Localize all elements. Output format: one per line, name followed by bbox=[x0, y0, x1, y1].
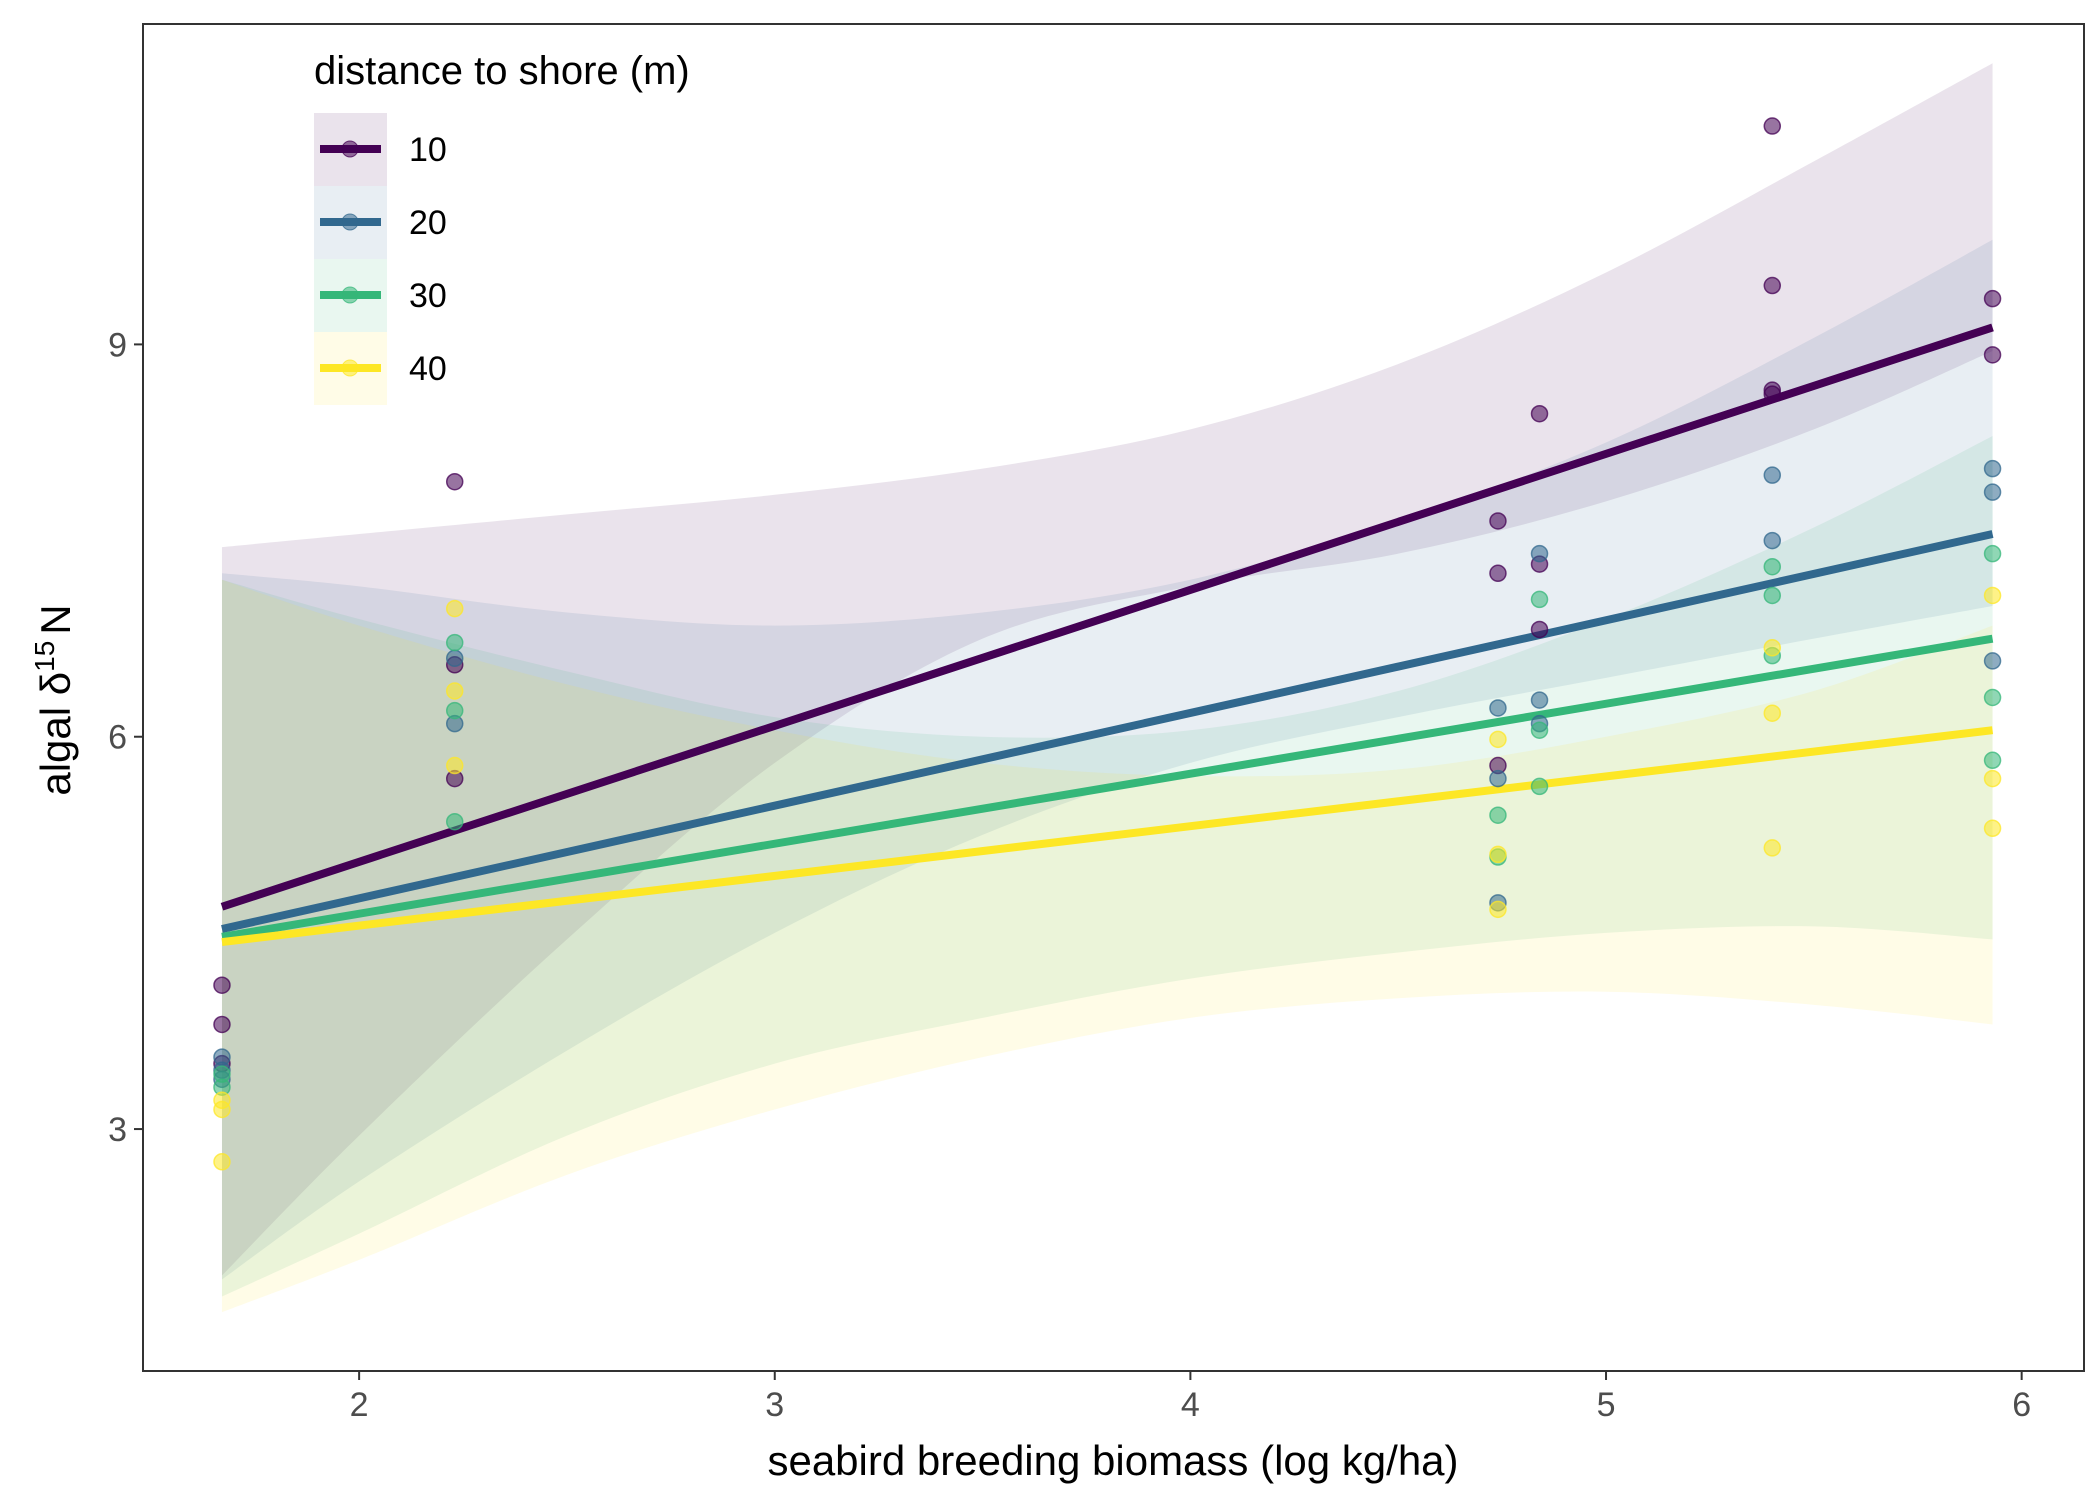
data-point-10-7 bbox=[1489, 564, 1507, 583]
data-point-40-10 bbox=[1763, 704, 1782, 722]
data-point-10-15 bbox=[1763, 385, 1782, 403]
legend-label-20: 20 bbox=[409, 204, 447, 242]
fit-line-40 bbox=[221, 726, 1994, 947]
data-point-30-4 bbox=[445, 812, 464, 831]
data-point-20-9 bbox=[1530, 691, 1549, 709]
x-axis: 2 3 4 5 6 bbox=[350, 1371, 2031, 1424]
legend-label-10: 10 bbox=[409, 131, 447, 169]
fit-lines bbox=[220, 323, 1994, 947]
data-point-30-3 bbox=[445, 701, 464, 720]
data-point-30-15 bbox=[1983, 751, 2002, 770]
data-point-20-8 bbox=[1530, 544, 1549, 563]
data-point-40-12 bbox=[1983, 586, 2002, 605]
y-tick-label: 6 bbox=[108, 719, 127, 757]
data-point-10-11 bbox=[1530, 620, 1549, 639]
legend-label-30: 30 bbox=[409, 277, 447, 315]
plot-panel-border bbox=[142, 23, 2085, 1372]
data-point-10-17 bbox=[1983, 346, 2002, 364]
data-point-30-11 bbox=[1763, 586, 1782, 605]
fit-line-10 bbox=[220, 323, 1994, 911]
fit-line-20 bbox=[221, 530, 1994, 933]
data-point-10-3 bbox=[445, 472, 464, 491]
data-point-20-11 bbox=[1763, 466, 1782, 484]
data-point-10-13 bbox=[1763, 276, 1782, 295]
data-point-20-14 bbox=[1983, 483, 2002, 501]
data-point-10-6 bbox=[1489, 512, 1507, 530]
data-point-10-1 bbox=[213, 1015, 231, 1034]
x-tick-label: 2 bbox=[350, 1386, 369, 1424]
y-axis-title: algal δ15N bbox=[29, 604, 79, 795]
data-point-30-9 bbox=[1530, 777, 1549, 796]
data-point-40-1 bbox=[213, 1100, 231, 1119]
data-point-20-12 bbox=[1763, 531, 1782, 550]
x-tick-label: 6 bbox=[2012, 1386, 2031, 1424]
data-point-40-6 bbox=[1489, 730, 1507, 749]
data-point-40-14 bbox=[1983, 819, 2002, 838]
data-point-40-11 bbox=[1763, 839, 1782, 857]
data-point-30-8 bbox=[1530, 721, 1549, 739]
data-point-40-7 bbox=[1489, 845, 1507, 864]
legend: distance to shore (m) 10 20 30 40 bbox=[314, 49, 690, 405]
data-point-30-5 bbox=[1489, 806, 1507, 824]
data-point-40-9 bbox=[1763, 639, 1782, 657]
legend-label-40: 40 bbox=[409, 350, 447, 388]
data-point-10-16 bbox=[1983, 289, 2002, 308]
data-point-10-0 bbox=[213, 976, 231, 994]
data-point-20-5 bbox=[1489, 699, 1507, 717]
data-point-20-6 bbox=[1489, 769, 1507, 788]
y-tick-label: 3 bbox=[108, 1111, 127, 1149]
data-point-30-7 bbox=[1530, 590, 1549, 609]
legend-point-30 bbox=[341, 286, 359, 304]
data-point-30-13 bbox=[1983, 544, 2002, 563]
x-tick-label: 4 bbox=[1181, 1386, 1200, 1424]
data-point-40-8 bbox=[1489, 900, 1507, 919]
data-point-10-12 bbox=[1763, 117, 1782, 135]
data-point-30-10 bbox=[1763, 557, 1782, 576]
data-point-10-9 bbox=[1530, 404, 1549, 423]
data-point-40-4 bbox=[445, 682, 464, 700]
data-point-30-2 bbox=[445, 633, 464, 652]
data-point-40-2 bbox=[213, 1153, 231, 1171]
data-point-30-14 bbox=[1983, 688, 2002, 707]
fit-line-30 bbox=[221, 634, 1994, 941]
data-point-40-13 bbox=[1983, 769, 2002, 788]
x-tick-label: 5 bbox=[1597, 1386, 1616, 1424]
confidence-band-10 bbox=[221, 63, 1993, 1276]
legend-point-40 bbox=[341, 359, 359, 377]
confidence-band-30 bbox=[221, 435, 1993, 1297]
confidence-band-20 bbox=[221, 239, 1993, 1280]
data-point-40-5 bbox=[445, 756, 464, 775]
x-tick-label: 3 bbox=[765, 1386, 784, 1424]
data-point-40-3 bbox=[445, 599, 464, 618]
data-point-20-13 bbox=[1983, 459, 2002, 478]
y-axis: 3 6 9 bbox=[108, 326, 143, 1149]
x-axis-title: seabird breeding biomass (log kg/ha) bbox=[767, 1437, 1458, 1484]
data-points bbox=[213, 117, 2002, 1171]
legend-point-20 bbox=[341, 213, 359, 231]
legend-title: distance to shore (m) bbox=[314, 49, 690, 93]
y-tick-label: 9 bbox=[108, 326, 127, 364]
data-point-20-15 bbox=[1983, 652, 2002, 670]
legend-point-10 bbox=[341, 140, 359, 158]
data-point-20-3 bbox=[445, 649, 464, 668]
